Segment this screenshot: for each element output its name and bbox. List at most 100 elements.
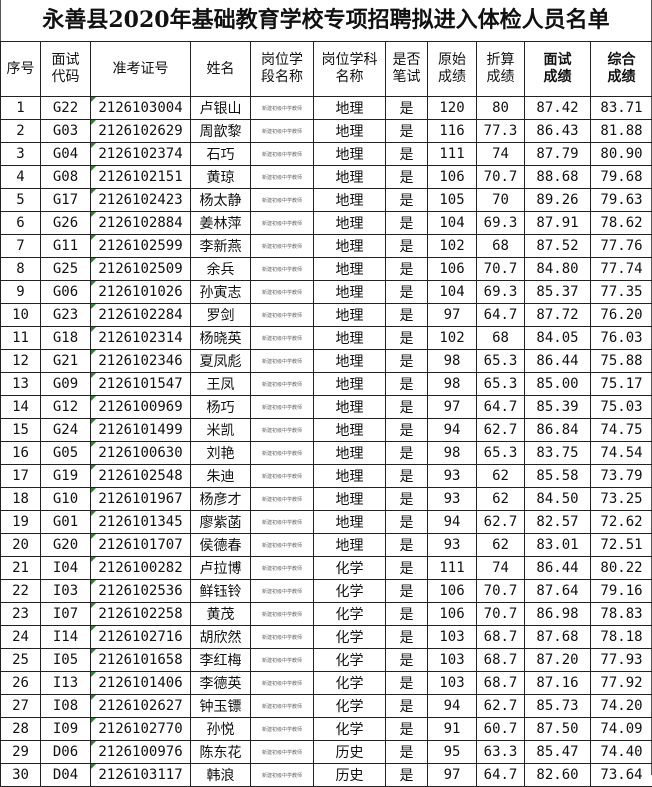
cell-name: 杨晓英 — [191, 327, 251, 350]
cell-written: 是 — [386, 718, 428, 741]
cell-written: 是 — [386, 212, 428, 235]
cell-stage: 新建初级中学教师 — [251, 649, 314, 672]
cell-name: 卢拉博 — [191, 557, 251, 580]
cell-seq: 24 — [1, 626, 41, 649]
cell-subject: 地理 — [314, 258, 386, 281]
cell-name: 杨太静 — [191, 189, 251, 212]
cell-code: G04 — [41, 143, 91, 166]
cell-seq: 28 — [1, 718, 41, 741]
cell-ticket: 2126102536 — [91, 580, 191, 603]
cell-converted: 69.3 — [477, 281, 525, 304]
cell-seq: 19 — [1, 511, 41, 534]
cell-written: 是 — [386, 166, 428, 189]
cell-written: 是 — [386, 557, 428, 580]
cell-code: G24 — [41, 419, 91, 442]
cell-total: 76.20 — [591, 304, 652, 327]
cell-code: I13 — [41, 672, 91, 695]
cell-written: 是 — [386, 304, 428, 327]
cell-raw: 116 — [428, 120, 477, 143]
header-interview: 面试 成绩 — [525, 42, 591, 97]
cell-raw: 104 — [428, 212, 477, 235]
cell-seq: 5 — [1, 189, 41, 212]
cell-ticket: 2126102258 — [91, 603, 191, 626]
cell-seq: 18 — [1, 488, 41, 511]
cell-code: G22 — [41, 97, 91, 120]
cell-stage: 新建初级中学教师 — [251, 557, 314, 580]
cell-converted: 77.3 — [477, 120, 525, 143]
cell-stage: 新建初级中学教师 — [251, 672, 314, 695]
cell-code: G23 — [41, 304, 91, 327]
cell-interview: 87.79 — [525, 143, 591, 166]
cell-written: 是 — [386, 649, 428, 672]
cell-total: 75.03 — [591, 396, 652, 419]
cell-subject: 地理 — [314, 419, 386, 442]
cell-total: 73.79 — [591, 465, 652, 488]
cell-raw: 98 — [428, 373, 477, 396]
cell-stage: 新建初级中学教师 — [251, 580, 314, 603]
cell-name: 王凤 — [191, 373, 251, 396]
cell-interview: 85.73 — [525, 695, 591, 718]
cell-written: 是 — [386, 120, 428, 143]
cell-subject: 地理 — [314, 442, 386, 465]
cell-converted: 68.7 — [477, 672, 525, 695]
cell-ticket: 2126102599 — [91, 235, 191, 258]
cell-subject: 历史 — [314, 741, 386, 764]
cell-written: 是 — [386, 442, 428, 465]
cell-converted: 68.7 — [477, 649, 525, 672]
cell-written: 是 — [386, 373, 428, 396]
cell-code: G18 — [41, 327, 91, 350]
cell-total: 73.25 — [591, 488, 652, 511]
cell-subject: 地理 — [314, 212, 386, 235]
cell-raw: 91 — [428, 718, 477, 741]
header-code: 面试 代码 — [41, 42, 91, 97]
cell-seq: 3 — [1, 143, 41, 166]
cell-interview: 87.50 — [525, 718, 591, 741]
cell-subject: 地理 — [314, 143, 386, 166]
cell-converted: 62 — [477, 534, 525, 557]
cell-interview: 88.68 — [525, 166, 591, 189]
cell-name: 钟玉镖 — [191, 695, 251, 718]
cell-seq: 2 — [1, 120, 41, 143]
cell-stage: 新建初级中学教师 — [251, 465, 314, 488]
cell-name: 米凯 — [191, 419, 251, 442]
cell-subject: 地理 — [314, 327, 386, 350]
cell-code: G19 — [41, 465, 91, 488]
cell-subject: 化学 — [314, 695, 386, 718]
cell-seq: 30 — [1, 764, 41, 787]
cell-converted: 70.7 — [477, 580, 525, 603]
cell-ticket: 2126102716 — [91, 626, 191, 649]
cell-ticket: 2126100969 — [91, 396, 191, 419]
cell-converted: 65.3 — [477, 373, 525, 396]
cell-converted: 64.7 — [477, 304, 525, 327]
cell-ticket: 2126101499 — [91, 419, 191, 442]
cell-total: 74.75 — [591, 419, 652, 442]
cell-written: 是 — [386, 626, 428, 649]
cell-raw: 93 — [428, 465, 477, 488]
cell-stage: 新建初级中学教师 — [251, 442, 314, 465]
cell-seq: 6 — [1, 212, 41, 235]
cell-interview: 87.16 — [525, 672, 591, 695]
cell-subject: 地理 — [314, 97, 386, 120]
cell-interview: 87.64 — [525, 580, 591, 603]
cell-total: 75.17 — [591, 373, 652, 396]
cell-interview: 84.80 — [525, 258, 591, 281]
cell-seq: 1 — [1, 97, 41, 120]
cell-subject: 地理 — [314, 120, 386, 143]
cell-name: 杨彦才 — [191, 488, 251, 511]
cell-interview: 83.01 — [525, 534, 591, 557]
header-subject: 岗位学科 名称 — [314, 42, 386, 97]
cell-name: 胡欣然 — [191, 626, 251, 649]
cell-subject: 化学 — [314, 557, 386, 580]
cell-written: 是 — [386, 350, 428, 373]
cell-raw: 97 — [428, 764, 477, 787]
